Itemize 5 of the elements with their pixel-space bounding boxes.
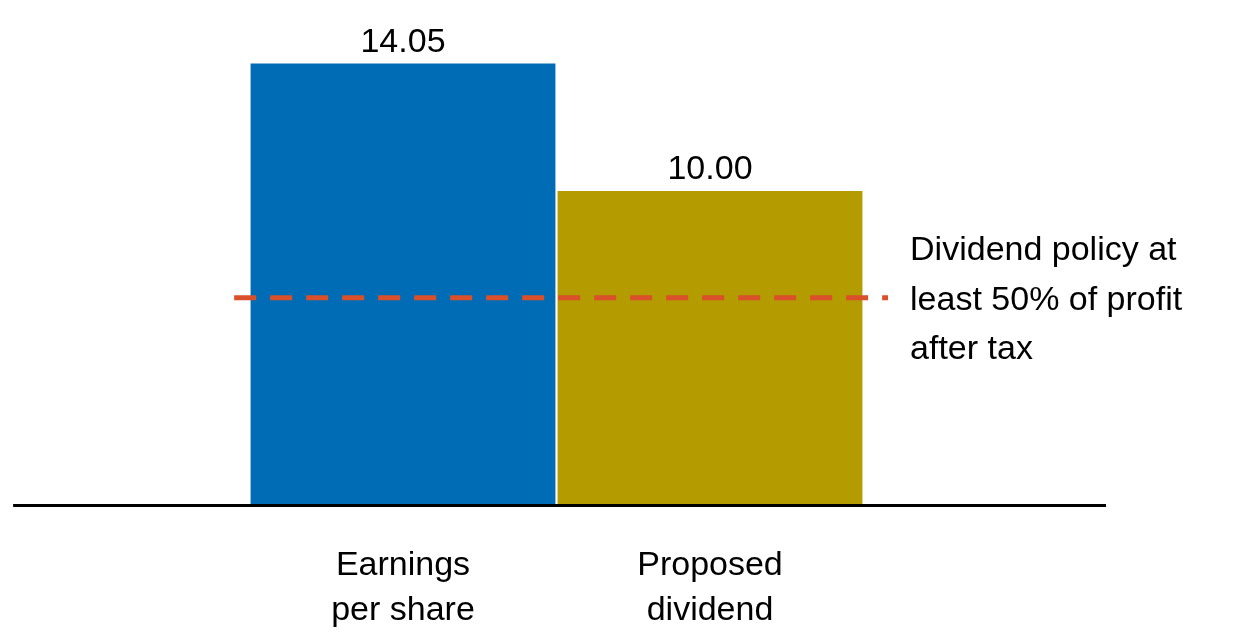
ref-line-label: Dividend policy at least 50% of profit after tax xyxy=(910,229,1183,367)
data-label: 10.00 xyxy=(667,147,753,186)
data-label: 14.05 xyxy=(360,20,446,59)
x-tick-label: Proposed dividend xyxy=(637,543,783,628)
x-tick-label: Earnings per share xyxy=(331,543,475,628)
